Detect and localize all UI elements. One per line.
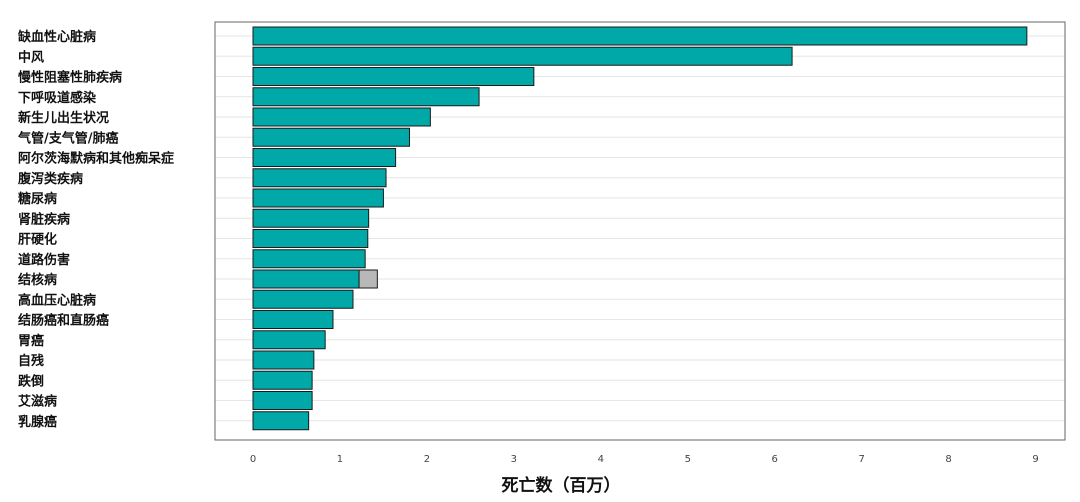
x-tick-label: 9 <box>1032 454 1038 465</box>
category-label: 阿尔茨海默病和其他痴呆症 <box>18 151 174 167</box>
category-label: 中风 <box>18 49 44 65</box>
bar <box>252 391 313 410</box>
category-label: 道路伤害 <box>18 252 70 268</box>
bar <box>252 208 370 228</box>
bar <box>252 411 310 431</box>
x-tick-labels: 0 1 2 3 4 5 6 7 8 9 <box>250 454 1039 465</box>
x-tick-label: 1 <box>337 454 343 465</box>
x-tick-label: 5 <box>685 454 691 465</box>
category-label: 胃癌 <box>18 333 44 349</box>
bar <box>252 46 793 66</box>
x-tick-label: 2 <box>424 454 430 465</box>
category-label: 结核病 <box>18 272 57 288</box>
x-tick-label: 7 <box>858 454 864 465</box>
category-label: 新生儿出生状况 <box>18 110 109 126</box>
bar <box>252 269 360 289</box>
bar <box>252 107 431 127</box>
bar <box>252 350 315 370</box>
category-label: 糖尿病 <box>18 191 57 207</box>
bar <box>252 289 354 309</box>
bar <box>252 249 366 269</box>
category-label: 腹泻类疾病 <box>18 171 83 187</box>
category-label: 气管/支气管/肺癌 <box>18 130 119 146</box>
category-label: 慢性阻塞性肺疾病 <box>18 70 122 86</box>
plot-frame <box>214 21 1066 441</box>
category-labels: 缺血性心脏病中风慢性阻塞性肺疾病下呼吸道感染新生儿出生状况气管/支气管/肺癌阿尔… <box>17 29 174 430</box>
x-tick-label: 4 <box>598 454 604 465</box>
x-tick-label: 8 <box>945 454 951 465</box>
category-label: 下呼吸道感染 <box>18 90 97 106</box>
category-label: 肝硬化 <box>18 232 57 248</box>
category-label: 自残 <box>18 353 44 369</box>
bar <box>252 148 397 167</box>
x-axis-title: 死亡数（百万） <box>502 475 621 496</box>
bar <box>252 188 384 208</box>
bar <box>252 229 369 248</box>
category-label: 高血压心脏病 <box>18 292 96 308</box>
category-label: 肾脏疾病 <box>18 211 70 227</box>
bar <box>252 127 411 147</box>
bars <box>252 26 1028 431</box>
x-tick-label: 3 <box>511 454 517 465</box>
category-label: 艾滋病 <box>18 394 57 410</box>
category-label: 结肠癌和直肠癌 <box>18 313 109 329</box>
bar <box>252 67 535 86</box>
bar <box>252 370 313 390</box>
category-label: 跌倒 <box>18 373 44 389</box>
x-tick-label: 6 <box>772 454 778 465</box>
bar <box>252 310 334 329</box>
bar <box>252 330 326 350</box>
category-label: 乳腺癌 <box>18 414 57 430</box>
bar <box>252 87 480 107</box>
x-tick-label: 0 <box>250 454 256 465</box>
bar <box>252 26 1028 46</box>
bar <box>252 168 387 188</box>
bar-segment-gray <box>358 269 378 289</box>
category-label: 缺血性心脏病 <box>17 29 96 45</box>
